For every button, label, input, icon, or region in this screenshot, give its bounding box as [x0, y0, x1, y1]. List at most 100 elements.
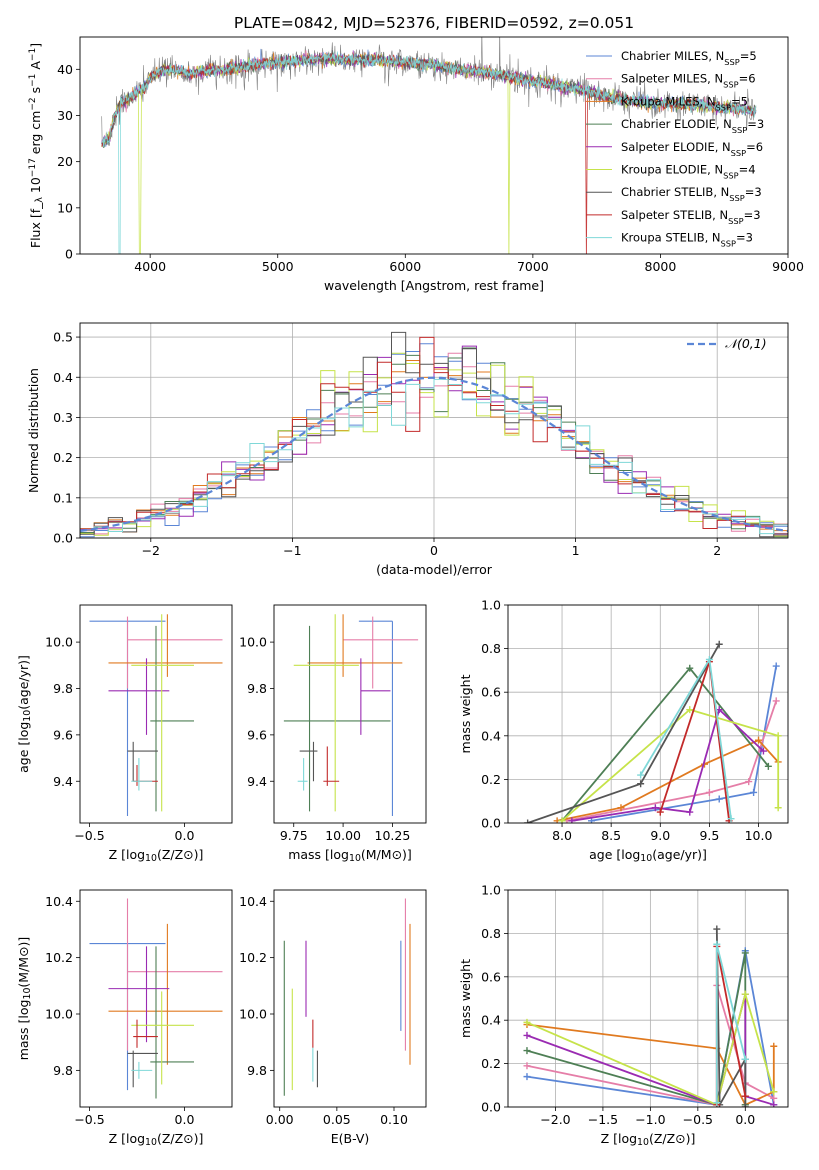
age-vs-Z-xtick-label: 0.0: [175, 828, 195, 843]
age-vs-Z-ylabel: age [log10(age/yr)]: [16, 655, 33, 773]
weight-marker: [741, 1092, 749, 1100]
spectrum-xtick-label: 9000: [772, 259, 804, 274]
spectrum-ytick-label: 30: [57, 108, 73, 123]
weight-vs-Z-xtick-label: −1.0: [635, 1112, 665, 1127]
weight-marker: [523, 1062, 531, 1070]
age-vs-Z-ytick-label: 10.0: [45, 635, 73, 650]
weight-marker: [713, 940, 721, 948]
weight-marker: [558, 817, 566, 823]
mass-vs-ebv-xtick-label: 0.05: [323, 1112, 351, 1127]
legend-label: Chabrier ELODIE, NSSP=3: [621, 117, 764, 135]
weight-marker: [774, 804, 782, 812]
age-vs-Z-ytick-label: 9.8: [53, 681, 73, 696]
weight-vs-age-xtick-label: 10.0: [745, 828, 773, 843]
age-vs-mass-panel: 9.75 10.00 10.25 9.4 9.6 9.8 10.0 mass [log10(M…: [239, 604, 427, 864]
weight-line: [566, 700, 778, 822]
spectrum-xtick-label: 8000: [645, 259, 677, 274]
age-vs-mass-xtick-label: 10.00: [325, 828, 361, 843]
weight-marker: [705, 788, 713, 796]
spectrum-panel: 4000 5000 6000 7000 8000 9000 0 10 20 30 40 wavelen…: [28, 36, 804, 293]
weight-marker: [568, 817, 576, 823]
age-vs-Z-frame: [79, 604, 233, 824]
normal-curve: [80, 376, 788, 533]
weight-line: [526, 990, 775, 1107]
weight-marker: [750, 788, 758, 796]
legend-label: Kroupa STELIB, NSSP=3: [621, 231, 753, 249]
age-vs-Z-ytick-label: 9.6: [53, 727, 73, 742]
age-vs-Z-plot-area: [89, 614, 223, 817]
weight-vs-age-panel: 8.0 8.5 9.0 9.5 10.0 0.0 0.2 0.4 0.6 0.8 1.0 age [l…: [458, 598, 789, 864]
weight-marker: [755, 736, 763, 744]
weight-marker: [523, 1018, 531, 1026]
age-vs-Z-ytick-label: 9.4: [53, 774, 73, 789]
residuals-frame: [79, 322, 789, 539]
weight-marker: [686, 706, 694, 714]
weight-vs-age-ylabel: mass weight: [458, 674, 473, 753]
weight-marker: [741, 990, 749, 998]
mass-vs-Z-ylabel: mass [log10(M/M⊙)]: [16, 937, 33, 1061]
residuals-plot-area: [80, 331, 788, 538]
spectrum-ytick-label: 0: [65, 247, 73, 262]
residuals-xlabel: (data-model)/error: [376, 562, 493, 577]
weight-marker: [713, 1099, 721, 1107]
weight-vs-Z-xtick-label: −0.5: [683, 1112, 713, 1127]
spectrum-ylabel: Flux [f_λ 10−17 erg cm−2 s−1 A−1]: [28, 43, 45, 248]
weight-vs-age-xtick-label: 8.5: [601, 828, 621, 843]
age-vs-mass-frame: [273, 604, 427, 824]
weight-marker: [772, 662, 780, 670]
weight-vs-age-ytick-label: 0.8: [481, 641, 501, 656]
weight-marker: [764, 762, 772, 770]
mass-vs-ebv-xtick-label: 0.10: [380, 1112, 408, 1127]
spectrum-xtick-label: 6000: [389, 259, 421, 274]
weight-vs-age-frame: [507, 604, 789, 824]
spectrum-ytick-label: 20: [57, 154, 73, 169]
mass-vs-ebv-ytick-label: 10.0: [239, 1007, 267, 1022]
weight-marker: [774, 732, 782, 740]
weight-marker: [745, 778, 753, 786]
weight-vs-age-xtick-label: 9.0: [650, 828, 670, 843]
weight-line: [639, 656, 732, 819]
weight-vs-Z-frame: [507, 889, 789, 1108]
weight-vs-Z-xtick-label: −1.5: [588, 1112, 618, 1127]
weight-marker: [705, 656, 713, 663]
mass-vs-ebv-xlabel: E(B-V): [331, 1131, 370, 1146]
age-vs-mass-xlabel: mass [log10(M/M⊙)]: [288, 847, 412, 864]
residuals-ytick-label: 0.0: [53, 531, 73, 546]
weight-vs-Z-plot-area: [523, 925, 778, 1107]
legend-label: Salpeter ELODIE, NSSP=6: [621, 140, 763, 158]
spectrum-frame: [79, 36, 789, 255]
legend-label: Salpeter MILES, NSSP=6: [621, 72, 756, 90]
weight-vs-age-ytick-label: 0.2: [481, 772, 501, 787]
weight-marker: [759, 747, 767, 755]
mass-vs-Z-xtick-label: 0.0: [175, 1112, 195, 1127]
residuals-ytick-label: 0.2: [53, 450, 73, 465]
mass-vs-Z-ytick-label: 10.2: [45, 950, 73, 965]
mass-vs-ebv-frame: [273, 889, 427, 1108]
weight-marker: [770, 1094, 778, 1102]
mass-vs-ebv-plot-area: [283, 898, 411, 1096]
spectrum-xtick-label: 5000: [262, 259, 294, 274]
mass-vs-Z-ytick-label: 10.0: [45, 1007, 73, 1022]
weight-vs-age-ytick-label: 0.6: [481, 685, 501, 700]
mass-vs-ebv-xtick-label: 0.00: [266, 1112, 294, 1127]
weight-vs-Z-xlabel: Z [log10(Z/Z⊙)]: [601, 1131, 696, 1148]
legend-label: Chabrier MILES, NSSP=5: [621, 49, 757, 67]
spectrum-xtick-label: 4000: [134, 259, 166, 274]
mass-vs-Z-ytick-label: 10.4: [45, 894, 73, 909]
weight-line: [715, 929, 747, 1107]
weight-line: [561, 708, 780, 822]
residuals-xtick-label: −2: [142, 543, 160, 558]
weight-vs-age-xtick-label: 9.5: [699, 828, 719, 843]
residuals-xtick-label: 2: [713, 543, 721, 558]
weight-marker: [713, 925, 721, 933]
age-vs-mass-ytick-label: 9.6: [247, 727, 267, 742]
weight-marker: [524, 819, 532, 823]
legend-label: 𝒩(0,1): [725, 336, 767, 351]
weight-marker: [651, 804, 659, 812]
weight-marker: [770, 1101, 778, 1107]
weight-marker: [523, 1047, 531, 1055]
age-vs-Z-panel: −0.5 0.0 9.4 9.6 9.8 10.0 Z [log10(Z/Z⊙)] age […: [16, 604, 233, 864]
weight-marker: [770, 1088, 778, 1096]
residual-histogram: [80, 336, 788, 532]
weight-vs-age-xtick-label: 8.0: [552, 828, 572, 843]
